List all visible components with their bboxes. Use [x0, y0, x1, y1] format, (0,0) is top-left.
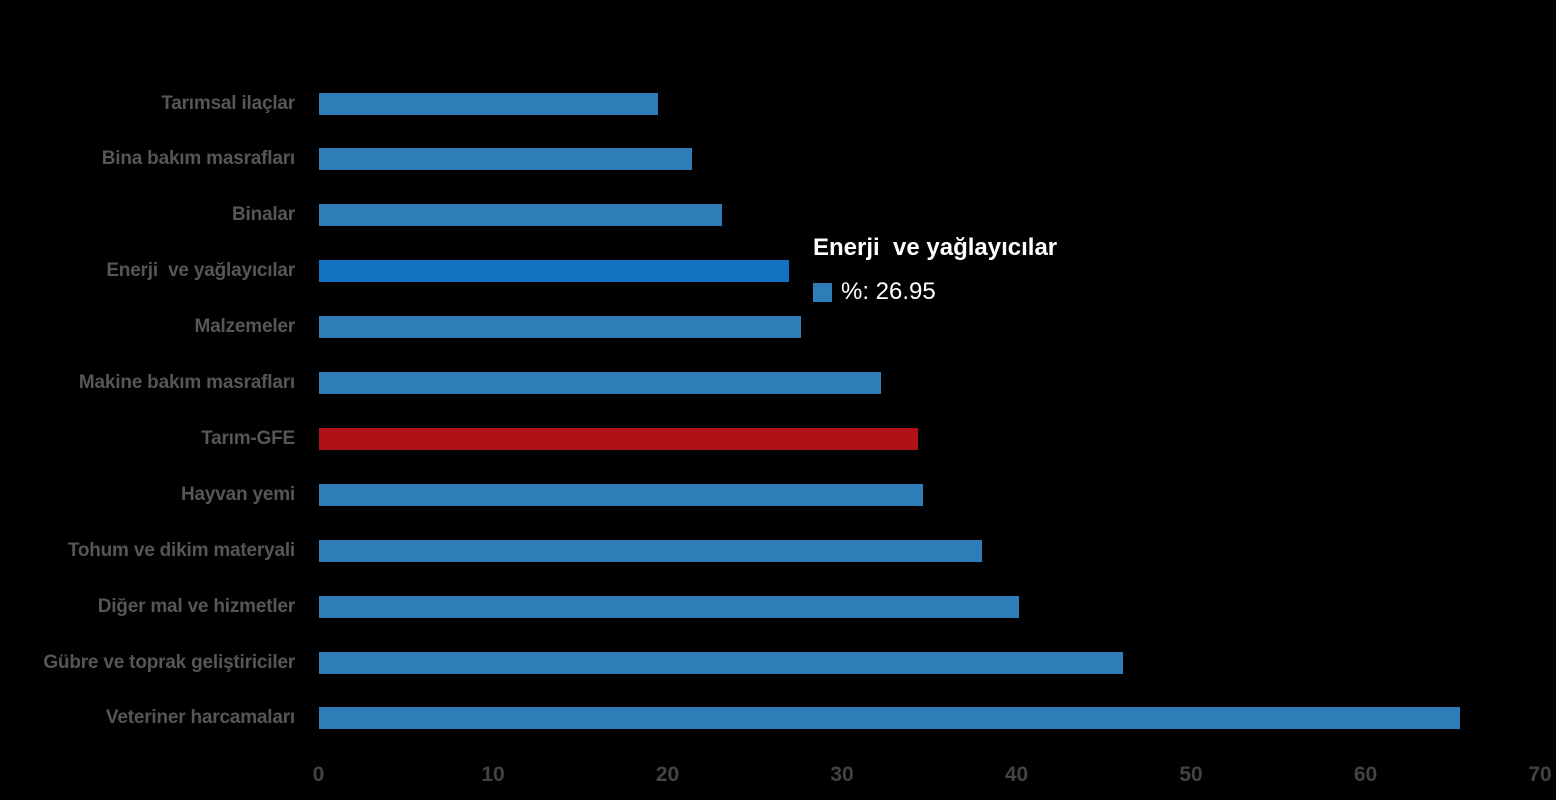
tooltip-series-swatch — [813, 282, 832, 302]
category-label: Tohum ve dikim materyali — [67, 539, 295, 561]
bar-normal[interactable] — [319, 148, 693, 171]
tooltip-title: Enerji ve yağlayıcılar — [813, 234, 1058, 261]
x-tick-label: 0 — [312, 763, 325, 786]
bar-normal[interactable] — [319, 651, 1124, 674]
category-label: Hayvan yemi — [181, 483, 295, 505]
x-tick-label: 10 — [481, 763, 505, 786]
bar-red[interactable] — [319, 427, 918, 450]
tooltip-value-row: %: 26.95 — [813, 278, 1057, 306]
bar-normal[interactable] — [319, 539, 983, 562]
category-label: Gübre ve toprak geliştiriciler — [43, 651, 295, 673]
category-label: Tarımsal ilaçlar — [161, 92, 295, 114]
bar-normal[interactable] — [319, 92, 658, 115]
category-label: Malzemeler — [194, 316, 296, 338]
bar-normal[interactable] — [319, 595, 1019, 618]
bar-normal[interactable] — [319, 204, 723, 227]
x-tick-label: 20 — [655, 763, 680, 786]
category-label: Diğer mal ve hizmetler — [97, 595, 295, 617]
bar-hover[interactable] — [319, 260, 790, 283]
x-tick-label: 30 — [830, 763, 854, 786]
bar-normal[interactable] — [319, 707, 1461, 730]
x-tick-label: 70 — [1528, 763, 1552, 786]
tooltip-value: %: 26.95 — [841, 278, 936, 305]
bar-normal[interactable] — [319, 483, 923, 506]
category-label: Enerji ve yağlayıcılar — [106, 260, 295, 282]
bar-normal[interactable] — [319, 372, 881, 394]
tooltip: Enerji ve yağlayıcılar %: 26.95 — [813, 234, 1057, 306]
bar-normal[interactable] — [319, 316, 802, 339]
category-label: Tarım-GFE — [201, 427, 295, 449]
x-tick-label: 60 — [1353, 763, 1378, 786]
category-label: Bina bakım masrafları — [101, 148, 295, 170]
category-label: Makine bakım masrafları — [78, 372, 295, 393]
x-tick-label: 40 — [1004, 763, 1029, 786]
category-label: Veteriner harcamaları — [105, 707, 295, 729]
x-tick-label: 50 — [1179, 763, 1203, 786]
category-label: Binalar — [231, 204, 295, 226]
